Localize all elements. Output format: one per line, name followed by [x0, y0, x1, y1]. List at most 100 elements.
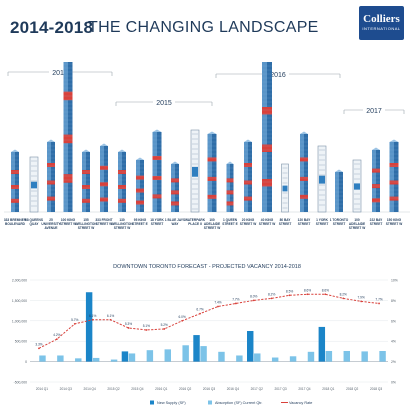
- vacancy-point: [181, 319, 184, 322]
- header: 2014-2018 THE CHANGING LANDSCAPE Collier…: [0, 0, 414, 60]
- tower-red-band: [47, 180, 55, 185]
- page-title: THE CHANGING LANDSCAPE: [88, 19, 319, 36]
- bar-absorption: [200, 346, 207, 362]
- tower-name-line: STREET W: [60, 222, 76, 226]
- tower-face: [389, 142, 394, 212]
- year-label: 2016: [270, 72, 286, 79]
- vacancy-point: [38, 347, 40, 350]
- tower-name-line: 25: [49, 218, 53, 222]
- tower-name-line: 88 QUEENS: [25, 218, 43, 222]
- tower-name-line: STREET: [298, 222, 311, 226]
- tower-roof: [152, 129, 162, 132]
- tower-name-line: 100: [354, 218, 360, 222]
- tower-name-line: WELLINGTON: [75, 222, 97, 226]
- tower: [11, 149, 19, 212]
- tower: [281, 163, 289, 213]
- bar-absorption: [182, 345, 189, 362]
- vacancy-point: [342, 297, 345, 300]
- tower-name: 333 FRONT STREET W: [95, 218, 112, 226]
- tower-red-band: [300, 194, 308, 199]
- vacancy-label: 7.4%: [214, 301, 221, 305]
- tower: [136, 157, 144, 212]
- vacancy-label: 5.7%: [71, 318, 78, 322]
- tower-name: 222 BAY STREET: [370, 218, 384, 226]
- vacancy-label: 8.2%: [268, 292, 275, 296]
- tower-roof: [389, 139, 399, 142]
- tower-name: 155 WELLINGTON STREET W: [75, 218, 97, 230]
- tower-red-band: [262, 144, 272, 152]
- vacancy-point: [163, 328, 166, 330]
- tower-face: [136, 160, 140, 212]
- tower-name-line: STREET W: [240, 222, 256, 226]
- tower-roof: [226, 161, 234, 164]
- tower-side: [15, 152, 19, 212]
- tower-name-line: BOULEVARD: [5, 222, 26, 226]
- tower-red-band: [300, 176, 308, 181]
- tower: [372, 147, 380, 212]
- vacancy-label: 8.2%: [340, 292, 347, 296]
- tower-side: [212, 134, 217, 212]
- tower-roof: [372, 147, 380, 150]
- tower-name-line: 18 YORK: [150, 218, 164, 222]
- tower-red-band: [262, 179, 272, 187]
- tower-side: [248, 142, 252, 212]
- tower: [82, 149, 90, 212]
- tower: [207, 131, 217, 212]
- x-tick-label: 2016 Q1: [155, 387, 167, 391]
- tower-red-band: [262, 107, 272, 115]
- tower-name-line: 100 KING: [61, 218, 76, 222]
- tower-red-band: [118, 198, 126, 203]
- bar-new-supply: [121, 351, 129, 362]
- tower-red-band: [300, 157, 308, 162]
- bar-absorption: [271, 357, 279, 362]
- vacancy-point: [270, 297, 273, 300]
- tower-name-line: STREET: [151, 222, 164, 226]
- tower: [190, 129, 200, 213]
- tower-name-line: 333 FRONT: [95, 218, 112, 222]
- bar-absorption: [75, 358, 82, 362]
- tower-red-band: [207, 176, 217, 181]
- x-tick-label: 2014 Q4: [84, 387, 96, 391]
- tower-name-line: STREET: [370, 222, 383, 226]
- x-tick-label: 2018 Q1: [322, 387, 334, 391]
- tower-red-band: [100, 165, 108, 170]
- vacancy-point: [288, 294, 291, 297]
- vacancy-label: 8.0%: [250, 294, 257, 298]
- x-tick-label: 2017 Q3: [274, 387, 286, 391]
- tower-red-band: [389, 196, 399, 201]
- tower-red-band: [100, 182, 108, 187]
- y-tick-label: -500,000: [14, 381, 27, 385]
- tower-name: 150 KING STREET W: [386, 218, 402, 226]
- y2-tick-label: 2%: [391, 360, 396, 364]
- vacancy-label: 6.7%: [196, 308, 203, 312]
- tower-red-band: [152, 194, 162, 199]
- tower-red-band: [11, 198, 19, 203]
- vacancy-label: 5.1%: [143, 324, 150, 328]
- tower-red-band: [171, 190, 179, 195]
- tower-name: 130 WELLINGTON STREET W: [111, 218, 133, 230]
- tower-side: [376, 150, 380, 212]
- vacancy-line: [38, 293, 380, 349]
- vacancy-point: [145, 329, 148, 331]
- tower-name: WATERPARK PLACE II: [185, 218, 206, 226]
- y2-tick-label: 10%: [391, 279, 398, 283]
- tower-red-band: [136, 175, 144, 180]
- bar-new-supply: [85, 292, 93, 362]
- tower-name-line: 1 TORONTO: [330, 218, 349, 222]
- tower-name: 1 TORONTO STREET: [330, 218, 349, 226]
- vacancy-label: 7.7%: [375, 297, 382, 301]
- tower-name: 80 BAY STREET: [279, 218, 292, 226]
- tower-side: [104, 146, 108, 212]
- tower-name-line: 1 QUEEN: [223, 218, 238, 222]
- tower: [100, 143, 108, 212]
- tower-name-line: ADELAIDE: [204, 222, 220, 226]
- tower-name-line: AVENUE: [44, 226, 57, 230]
- tower-face: [100, 146, 104, 212]
- tower-name-line: 1 BLUE JAYS: [165, 218, 185, 222]
- tower-side: [86, 152, 90, 212]
- legend-label: New Supply (SF): [157, 401, 186, 405]
- tower-accent: [354, 183, 360, 190]
- vacancy-point: [306, 293, 309, 296]
- tower-side: [304, 134, 308, 212]
